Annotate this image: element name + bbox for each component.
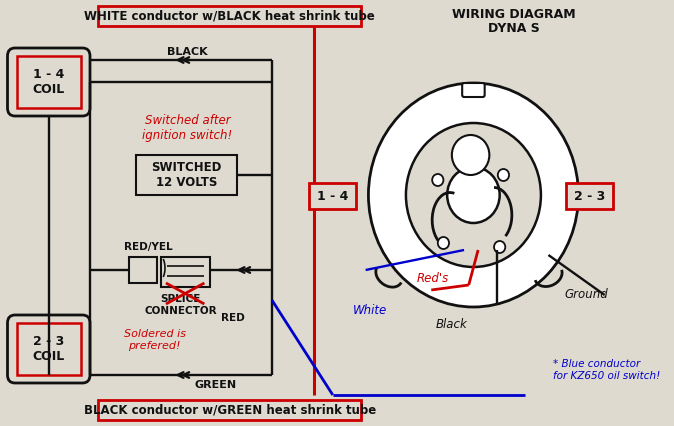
Circle shape [494,241,506,253]
Bar [136,155,237,195]
Text: RED/YEL: RED/YEL [124,242,173,252]
Circle shape [432,174,443,186]
Text: Switched after
ignition switch!: Switched after ignition switch! [142,114,233,142]
Text: Soldered is
prefered!: Soldered is prefered! [124,329,185,351]
Text: 2 - 3: 2 - 3 [574,190,605,202]
Bar [566,183,613,209]
Bar [98,400,361,420]
Text: RED: RED [220,313,245,323]
Text: Ground: Ground [564,288,608,302]
Text: 2 - 3
COIL: 2 - 3 COIL [32,335,65,363]
Text: SPLICE
CONNECTOR: SPLICE CONNECTOR [145,294,217,316]
Text: BLACK: BLACK [167,47,208,57]
Circle shape [447,167,499,223]
Circle shape [438,237,449,249]
FancyBboxPatch shape [7,48,90,116]
Circle shape [406,123,541,267]
Text: White: White [353,303,388,317]
Bar [98,6,361,26]
Text: GREEN: GREEN [195,380,237,390]
Bar [17,56,81,108]
FancyBboxPatch shape [462,83,485,97]
FancyBboxPatch shape [7,315,90,383]
Text: 1 - 4
COIL: 1 - 4 COIL [32,68,65,96]
Text: BLACK conductor w/GREEN heat shrink tube: BLACK conductor w/GREEN heat shrink tube [84,403,376,417]
Circle shape [452,135,489,175]
Bar [17,323,81,375]
Bar [161,257,210,287]
Text: WHITE conductor w/BLACK heat shrink tube: WHITE conductor w/BLACK heat shrink tube [84,9,375,23]
Circle shape [498,169,509,181]
Text: Red's: Red's [417,271,450,285]
Text: * Blue conductor
for KZ650 oil switch!: * Blue conductor for KZ650 oil switch! [553,359,661,381]
Text: WIRING DIAGRAM: WIRING DIAGRAM [452,8,576,20]
Bar [129,257,158,283]
Text: SWITCHED
12 VOLTS: SWITCHED 12 VOLTS [152,161,222,189]
Bar [309,183,357,209]
Text: Black: Black [436,319,468,331]
Text: 1 - 4: 1 - 4 [317,190,348,202]
Circle shape [369,83,578,307]
Text: DYNA S: DYNA S [488,21,540,35]
